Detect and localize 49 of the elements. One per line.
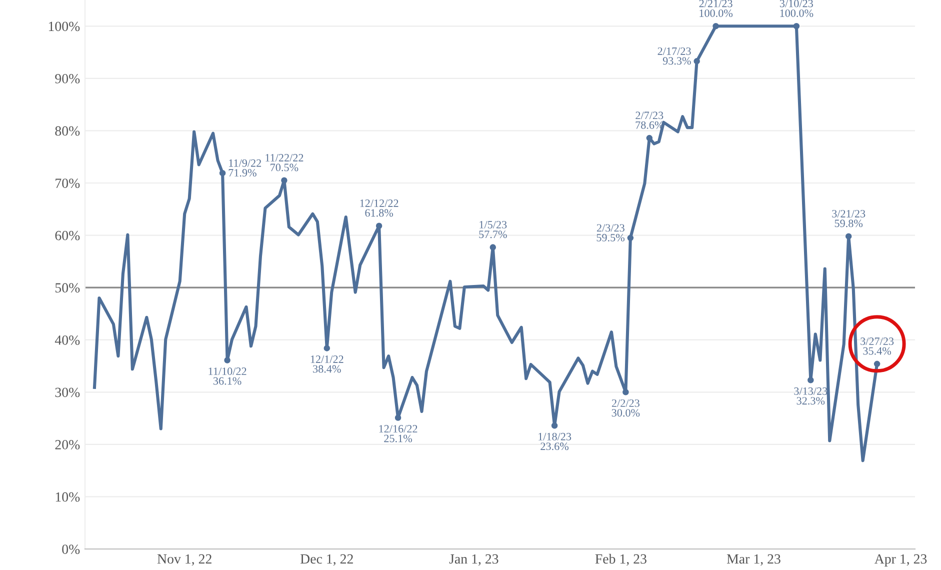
point xyxy=(324,345,330,352)
annotation: 2/2/23 30.0% xyxy=(612,399,640,417)
point xyxy=(281,177,288,184)
x-tick-label: Mar 1, 23 xyxy=(726,554,780,566)
y-tick-label: 70% xyxy=(56,178,80,188)
point xyxy=(219,170,226,176)
point xyxy=(712,23,719,30)
point xyxy=(224,357,230,364)
annotation: 11/9/22 71.9% xyxy=(228,159,262,177)
point xyxy=(627,234,634,242)
x-tick-label: Jan 1, 23 xyxy=(449,554,498,566)
y-tick-label: 10% xyxy=(56,492,80,502)
annotation: 12/16/22 25.1% xyxy=(379,425,418,442)
y-tick-label: 100% xyxy=(48,22,80,32)
annotation: 12/12/22 61.8% xyxy=(360,200,398,217)
annotation: 11/22/22 70.5% xyxy=(266,154,304,172)
point xyxy=(793,23,800,30)
point xyxy=(646,134,653,142)
point xyxy=(694,58,700,64)
y-tick-label: 20% xyxy=(55,440,80,450)
annotation: 12/1/22 38.4% xyxy=(310,356,344,373)
annotation: 3/10/23 100.0% xyxy=(780,0,814,17)
y-tick-label: 80% xyxy=(55,126,80,136)
y-tick-label: 0% xyxy=(62,544,80,554)
point xyxy=(808,376,814,384)
y-tick-label: 40% xyxy=(54,335,80,345)
point xyxy=(394,414,402,421)
annotation: 2/21/23 100.0% xyxy=(699,0,733,17)
point xyxy=(622,389,629,396)
x-tick-label: Apr 1, 23 xyxy=(874,554,927,566)
annotation: 3/21/23 59.8% xyxy=(832,210,866,228)
annotation: 1/18/23 23.6% xyxy=(538,432,572,450)
point xyxy=(551,422,558,429)
point xyxy=(490,244,496,250)
x-tick-label: Dec 1, 22 xyxy=(300,554,353,566)
point xyxy=(376,222,382,229)
point xyxy=(845,233,852,240)
y-tick-label: 60% xyxy=(55,230,80,240)
point xyxy=(874,360,880,368)
x-tick-label: Feb 1, 23 xyxy=(595,554,646,566)
annotation: 1/5/23 57.7% xyxy=(479,220,507,238)
annotation: 2/3/23 59.5% xyxy=(596,224,624,242)
annotation: 2/17/23 93.3% xyxy=(658,47,691,65)
annotation: 3/27/23 35.4% xyxy=(860,338,894,355)
y-tick-label: 90% xyxy=(55,74,80,84)
x-tick-label: Nov 1, 22 xyxy=(157,554,212,566)
y-tick-label: 50% xyxy=(55,283,80,293)
annotation: 11/10/22 36.1% xyxy=(208,368,246,385)
y-tick-label: 30% xyxy=(55,388,80,398)
